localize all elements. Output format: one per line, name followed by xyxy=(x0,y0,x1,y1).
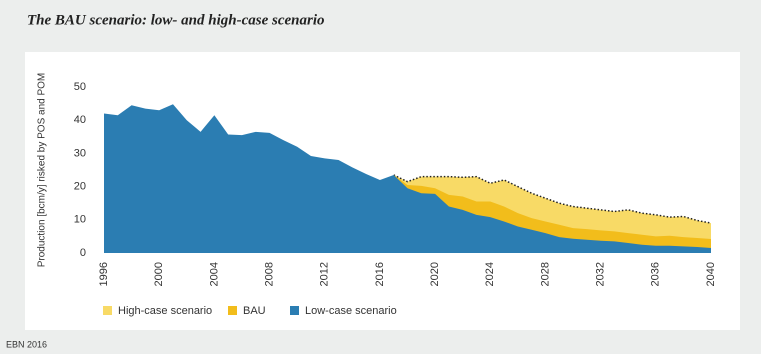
source: EBN 2016 xyxy=(6,339,47,349)
x-tick-label: 2020 xyxy=(429,262,441,286)
y-tick-label: 40 xyxy=(74,114,86,126)
y-tick-label: 0 xyxy=(80,247,86,259)
y-tick-label: 10 xyxy=(74,214,86,226)
x-tick-label: 2004 xyxy=(208,262,220,286)
legend-label: Low-case scenario xyxy=(305,305,397,317)
legend-swatch xyxy=(228,306,237,315)
legend-label: BAU xyxy=(243,305,266,317)
chart-title: The BAU scenario: low- and high-case sce… xyxy=(27,12,325,28)
legend-swatch xyxy=(290,306,299,315)
x-tick-label: 2016 xyxy=(374,262,386,286)
area xyxy=(104,104,711,253)
x-tick-label: 2012 xyxy=(319,262,331,286)
x-tick-label: 2008 xyxy=(263,262,275,286)
x-tick-label: 2032 xyxy=(595,262,607,286)
x-tick-label: 2036 xyxy=(650,262,662,286)
y-tick-label: 50 xyxy=(74,81,86,93)
y-tick-label: 30 xyxy=(74,147,86,159)
x-tick-label: 1996 xyxy=(98,262,110,286)
x-tick-label: 2040 xyxy=(705,262,717,286)
x-tick-label: 2000 xyxy=(153,262,165,286)
legend-swatch xyxy=(103,306,112,315)
legend-label: High-case scenario xyxy=(118,305,212,317)
x-tick-label: 2028 xyxy=(539,262,551,286)
x-tick-label: 2024 xyxy=(484,262,496,286)
y-axis-label: Production [bcm/y] risked by POS and POM xyxy=(37,73,48,268)
y-tick-label: 20 xyxy=(74,181,86,193)
